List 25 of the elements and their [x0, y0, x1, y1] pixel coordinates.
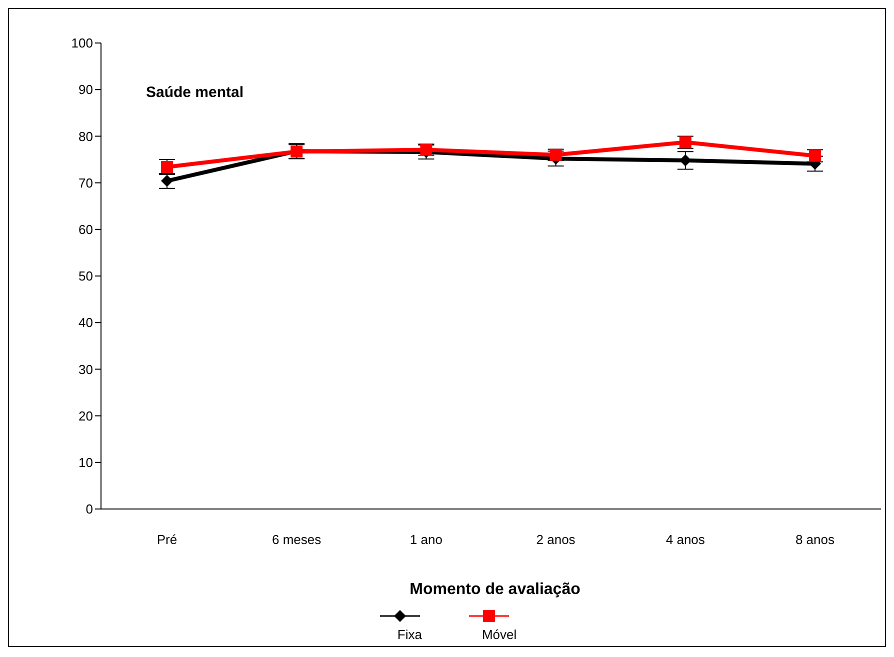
point [809, 150, 821, 162]
y-tick-label: 20 [78, 408, 93, 424]
legend-label: Móvel [482, 627, 517, 642]
y-tick-label: 60 [78, 222, 93, 238]
x-tick-label: 8 anos [795, 532, 836, 548]
y-tick-label: 10 [78, 455, 93, 470]
text: Saúde mental [146, 84, 244, 101]
point [679, 136, 692, 148]
y-tick-label: 70 [78, 175, 93, 190]
y-tick-label: 80 [78, 128, 93, 144]
x-tick-label: 2 anos [536, 532, 576, 548]
y-tick-label: 50 [78, 268, 93, 284]
x-axis-title: Momento de avaliação [408, 581, 582, 599]
x-tick-label: Pré [156, 532, 178, 548]
y-tick-label: 30 [78, 362, 93, 377]
y-tick-label: 0 [86, 502, 93, 517]
legend-label: Fixa [397, 627, 422, 642]
x-tick-label: 4 anos [666, 532, 706, 548]
point [550, 148, 562, 161]
x-tick-label: 1 ano [410, 532, 442, 548]
y-tick-label: 40 [78, 315, 93, 330]
x-tick-label: 6 meses [272, 532, 322, 548]
y-tick-label: 90 [78, 82, 93, 98]
y-tick-label: 100 [71, 36, 93, 51]
point [420, 144, 432, 156]
